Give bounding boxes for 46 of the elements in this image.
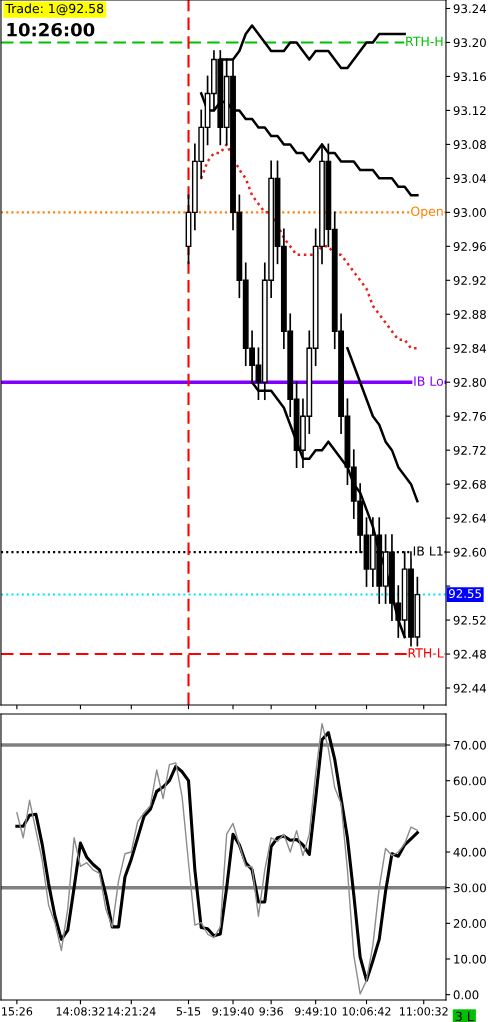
y-tick-label: 92.92 xyxy=(453,276,486,285)
y-tick-label: 10.00 xyxy=(454,954,486,964)
ref-line-label: Open xyxy=(411,206,443,219)
ref-line-label: IB L1 xyxy=(413,546,443,556)
y-tick-label: 93.08 xyxy=(453,140,486,150)
y-tick-label: 93.12 xyxy=(453,106,486,116)
y-tick-label: 92.52 xyxy=(453,615,486,625)
y-tick-label: 20.00 xyxy=(453,919,486,928)
y-tick-label: 92.64 xyxy=(453,513,487,523)
y-tick-label: 92.84 xyxy=(453,343,487,353)
y-tick-label: 92.88 xyxy=(453,310,486,319)
ref-line-label: RTH-L xyxy=(408,648,444,658)
y-tick-label: 0.00 xyxy=(453,990,479,1000)
ref-line-label: RTH-H xyxy=(406,36,443,46)
y-tick-label: 92.60 xyxy=(453,547,486,557)
y-tick-label: 92.68 xyxy=(453,479,486,489)
y-tick-label: 93.04 xyxy=(453,174,487,184)
x-tick-label: 15:26 xyxy=(2,1007,33,1016)
x-tick-label: 9:36 xyxy=(259,1007,283,1016)
x-tick-label: 9:19:40 xyxy=(212,1007,254,1016)
y-tick-label: 93.20 xyxy=(453,38,486,48)
y-tick-label: 50.00 xyxy=(453,812,486,821)
ref-line-label: 92.55 xyxy=(448,589,481,598)
y-tick-label: 92.76 xyxy=(453,411,486,421)
annotation: 10:26:00 xyxy=(7,22,95,37)
x-tick-label: 14:21:24 xyxy=(107,1007,156,1016)
annotation: Trade: 1@92.58 xyxy=(5,3,104,16)
y-tick-label: 92.80 xyxy=(453,377,486,387)
x-tick-label: 14:08:32 xyxy=(56,1007,105,1016)
x-tick-label: 9:49:10 xyxy=(294,1007,337,1016)
x-tick-label: 5-15 xyxy=(176,1007,201,1016)
y-tick-label: 92.72 xyxy=(453,445,486,455)
y-tick-label: 60.00 xyxy=(453,776,486,786)
x-tick-label: 11:00:32 xyxy=(400,1007,448,1016)
y-tick-label: 70.00 xyxy=(453,740,486,750)
y-tick-label: 92.48 xyxy=(453,649,486,659)
y-tick-label: 92.96 xyxy=(453,242,486,251)
y-tick-label: 92.44 xyxy=(453,683,487,693)
y-tick-label: 93.24 xyxy=(453,4,487,14)
y-tick-label: 93.00 xyxy=(453,208,486,217)
text: 3 L xyxy=(455,1011,474,1022)
y-tick-label: 93.16 xyxy=(453,72,486,82)
ref-line-label: IB Lo xyxy=(414,376,444,386)
y-tick-label: 30.00 xyxy=(453,883,486,893)
x-tick-label: 10:06:42 xyxy=(342,1007,391,1016)
y-tick-label: 40.00 xyxy=(453,847,486,857)
